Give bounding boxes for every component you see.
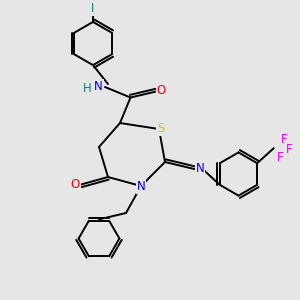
Text: N: N [94, 80, 103, 93]
Text: F: F [285, 143, 292, 156]
Text: S: S [157, 122, 164, 135]
Text: I: I [91, 2, 95, 15]
Text: H: H [83, 82, 92, 95]
Text: F: F [281, 133, 287, 146]
Text: O: O [70, 178, 80, 191]
Text: N: N [196, 162, 205, 175]
Text: F: F [276, 151, 283, 164]
Text: O: O [157, 84, 166, 98]
Text: N: N [136, 180, 146, 193]
